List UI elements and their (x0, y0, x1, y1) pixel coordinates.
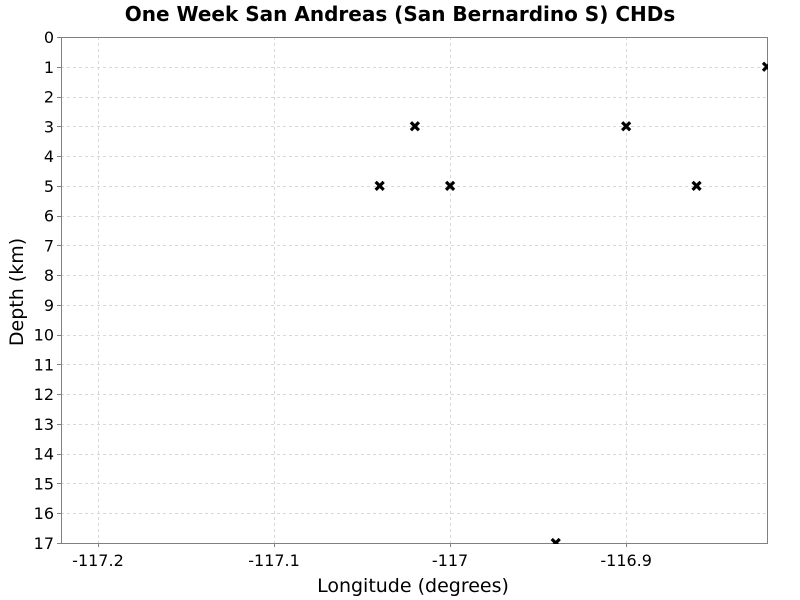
y-tick-label: 3 (44, 117, 54, 136)
x-tick-label: -117.1 (248, 551, 300, 570)
data-point-marker (621, 121, 632, 132)
x-tick-label: -117.2 (72, 551, 124, 570)
y-tick-label: 14 (34, 445, 54, 464)
data-point-marker (409, 121, 421, 132)
y-tick-label: 12 (34, 385, 54, 404)
y-tick-label: 0 (44, 28, 54, 47)
y-axis-label: Depth (km) (6, 238, 28, 346)
y-tick-label: 7 (44, 236, 54, 255)
plot-border (61, 37, 768, 544)
y-tick-label: 8 (44, 266, 54, 285)
x-axis-ticks: -117.2 -117.1 -117 -116.9 (72, 543, 652, 570)
data-points (374, 61, 768, 544)
data-point-marker (550, 537, 561, 544)
y-tick-label: 1 (44, 58, 54, 77)
data-point-marker (444, 180, 456, 191)
data-point-marker (691, 180, 702, 191)
x-tick-label: -117 (432, 551, 468, 570)
y-tick-label: 6 (44, 207, 54, 226)
grid-lines (61, 37, 767, 543)
y-tick-label: 10 (34, 326, 54, 345)
y-tick-label: 5 (44, 177, 54, 196)
y-tick-label: 16 (34, 504, 54, 523)
plot-area (61, 37, 767, 543)
x-axis-label: Longitude (degrees) (317, 575, 509, 597)
y-tick-label: 11 (34, 355, 54, 374)
y-tick-label: 13 (34, 415, 54, 434)
y-tick-label: 9 (44, 296, 54, 315)
y-tick-label: 15 (34, 474, 54, 493)
y-tick-label: 2 (44, 88, 54, 107)
data-point-marker (374, 180, 385, 191)
chart-title: One Week San Andreas (San Bernardino S) … (124, 2, 676, 26)
y-tick-label: 17 (34, 534, 54, 553)
data-point-marker (761, 61, 768, 72)
y-tick-label: 4 (44, 147, 54, 166)
x-tick-label: -116.9 (600, 551, 652, 570)
